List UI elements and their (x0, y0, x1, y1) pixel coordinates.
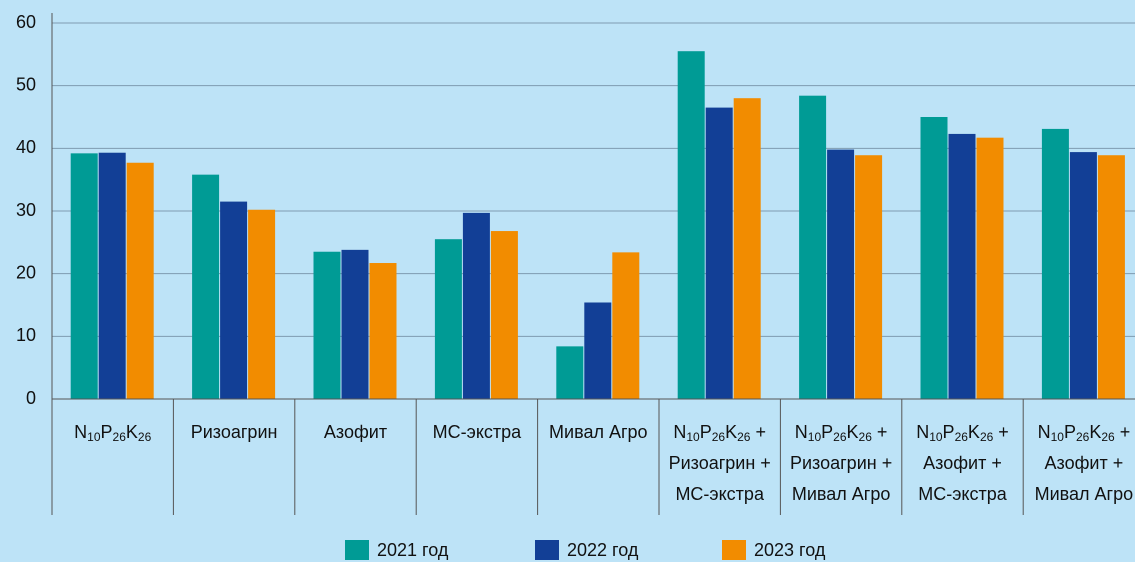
bar (1069, 152, 1097, 399)
bar (855, 155, 883, 399)
x-tick-label: Ризоагрин + (790, 453, 892, 473)
bar (556, 346, 584, 399)
legend-label: 2021 год (377, 540, 449, 560)
legend-swatch (722, 540, 746, 560)
bar (799, 95, 827, 400)
bar (920, 117, 948, 399)
x-tick-label: N10P26K26 + (673, 422, 766, 444)
y-tick-label: 10 (16, 325, 36, 345)
x-tick-label: МС-экстра (918, 484, 1008, 504)
bar (948, 133, 976, 400)
legend-label: 2023 год (754, 540, 826, 560)
bar (126, 162, 154, 399)
y-tick-label: 40 (16, 137, 36, 157)
bar (490, 231, 518, 399)
bar (733, 98, 761, 399)
x-tick-label: N10P26K26 + (1038, 422, 1131, 444)
bar (705, 107, 733, 399)
bar (434, 239, 462, 399)
y-tick-label: 30 (16, 200, 36, 220)
x-tick-label: Ризоагрин + (669, 453, 771, 473)
x-tick-label: МС-экстра (433, 422, 523, 442)
bar (192, 174, 220, 399)
bar (248, 209, 276, 399)
y-tick-label: 50 (16, 74, 36, 94)
bar (98, 152, 126, 399)
bar (976, 137, 1004, 399)
bar (369, 263, 397, 399)
y-tick-label: 60 (16, 12, 36, 32)
x-tick-label: Мивал Агро (792, 484, 891, 504)
bar (462, 212, 490, 399)
bar (584, 302, 612, 399)
x-tick-label: МС-экстра (675, 484, 765, 504)
x-tick-label: N10P26K26 + (795, 422, 888, 444)
x-tick-label: Азофит (324, 422, 387, 442)
bar (220, 201, 248, 399)
bar (70, 153, 98, 399)
bar (612, 252, 640, 399)
bar (677, 51, 705, 399)
legend-swatch (535, 540, 559, 560)
x-tick-label: Азофит + (1045, 453, 1124, 473)
legend-swatch (345, 540, 369, 560)
legend-label: 2022 год (567, 540, 639, 560)
bar (827, 149, 855, 399)
y-tick-label: 0 (26, 388, 36, 408)
x-tick-label: Азофит + (923, 453, 1002, 473)
bar (1097, 155, 1125, 399)
y-tick-label: 20 (16, 262, 36, 282)
x-tick-label: N10P26K26 + (916, 422, 1009, 444)
bar (1041, 128, 1069, 399)
x-tick-label: Мивал Агро (549, 422, 648, 442)
bar (313, 251, 341, 399)
bar (341, 249, 369, 399)
x-tick-label: Мивал Агро (1035, 484, 1134, 504)
x-tick-label: Ризоагрин (191, 422, 278, 442)
x-tick-label: N10P26K26 (74, 422, 151, 444)
